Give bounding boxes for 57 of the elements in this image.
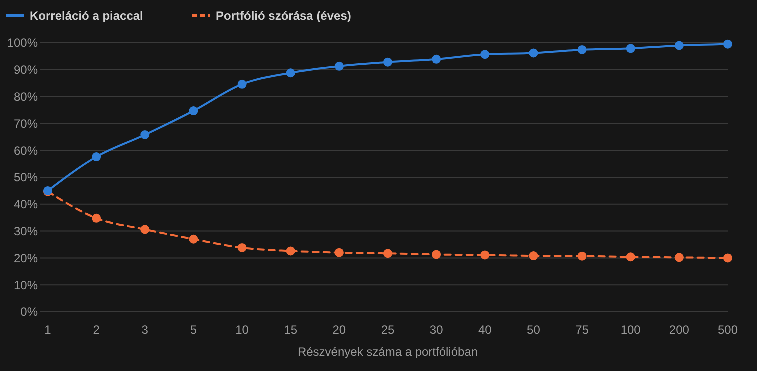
point xyxy=(384,58,392,67)
y-tick-label: 10% xyxy=(14,278,38,292)
point xyxy=(189,106,198,116)
point xyxy=(238,243,247,252)
point xyxy=(578,45,587,54)
y-tick-label: 50% xyxy=(14,170,38,185)
x-tick-label: 30 xyxy=(430,323,444,337)
point xyxy=(674,41,684,50)
y-tick-label: 90% xyxy=(14,63,38,78)
point xyxy=(626,44,636,54)
x-tick-label: 200 xyxy=(669,323,690,337)
x-tick-label: 50 xyxy=(527,323,541,337)
x-tick-label: 15 xyxy=(284,323,298,337)
legend-label: Portfólió szórása (éves) xyxy=(216,9,352,24)
x-tick-label: 40 xyxy=(478,323,492,337)
point xyxy=(674,253,684,262)
point xyxy=(578,252,587,261)
point xyxy=(140,225,150,234)
point xyxy=(189,234,198,244)
x-tick-label: 100 xyxy=(620,323,642,337)
y-tick-label: 0% xyxy=(20,305,38,320)
legend-label: Korreláció a piaccal xyxy=(30,9,144,24)
point xyxy=(286,68,296,78)
x-tick-label: 5 xyxy=(190,323,198,337)
point xyxy=(432,250,442,260)
point xyxy=(334,62,344,71)
x-tick-label: 1 xyxy=(44,323,52,337)
point xyxy=(140,130,150,140)
x-tick-label: 25 xyxy=(381,323,395,337)
point xyxy=(480,250,490,260)
point xyxy=(480,50,490,60)
point xyxy=(92,152,102,162)
point xyxy=(286,246,296,256)
point xyxy=(432,54,442,64)
x-tick-label: 3 xyxy=(142,323,149,337)
y-tick-label: 60% xyxy=(14,144,38,158)
x-tick-label: 500 xyxy=(718,323,738,337)
point xyxy=(529,48,538,58)
y-tick-label: 20% xyxy=(14,251,38,266)
x-tick-label: 20 xyxy=(332,323,346,337)
point xyxy=(724,254,732,263)
y-tick-label: 40% xyxy=(14,198,38,212)
x-tick-label: 2 xyxy=(93,323,100,337)
y-tick-label: 100% xyxy=(7,36,38,50)
x-tick-label: 75 xyxy=(576,323,590,337)
y-tick-label: 70% xyxy=(14,116,38,131)
y-tick-label: 80% xyxy=(14,90,38,104)
point xyxy=(92,214,102,223)
x-tick-label: 10 xyxy=(236,323,250,337)
point xyxy=(384,249,392,258)
x-axis-title: Részvények száma a portfólióban xyxy=(298,345,478,359)
point xyxy=(724,40,732,49)
point xyxy=(529,252,538,261)
point xyxy=(334,248,344,258)
point xyxy=(238,80,247,89)
y-tick-label: 30% xyxy=(14,224,38,238)
point xyxy=(626,252,636,262)
